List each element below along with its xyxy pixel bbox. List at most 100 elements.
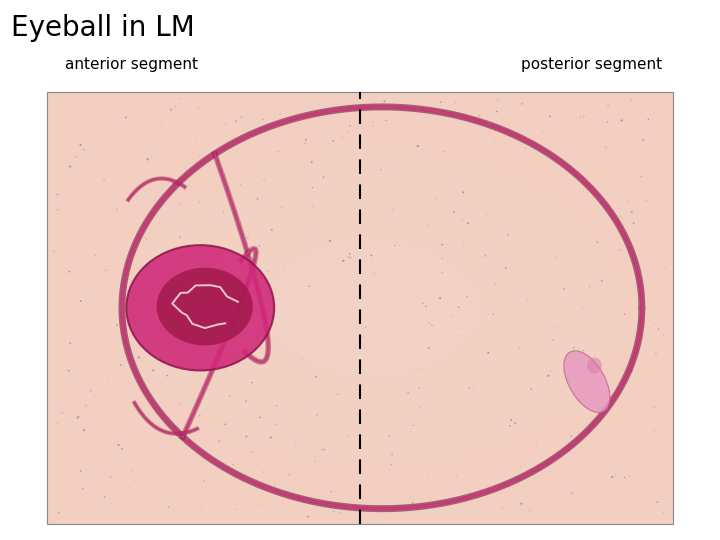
Point [306,158,318,166]
Point [104,215,116,224]
Point [103,377,114,386]
Point [48,247,60,255]
Point [148,366,159,375]
Point [509,419,521,428]
Point [386,327,397,336]
Point [314,100,325,109]
Point [482,348,494,357]
Ellipse shape [587,357,602,374]
Point [122,275,134,284]
Point [124,349,135,358]
Point [632,168,644,177]
Point [567,321,578,330]
Point [361,409,372,418]
Point [163,503,174,511]
Point [367,117,379,126]
Point [480,318,491,327]
Point [360,323,372,332]
Point [596,276,608,285]
Ellipse shape [564,351,610,413]
Point [75,467,86,475]
Point [300,139,311,148]
Point [392,159,404,167]
Point [140,235,152,244]
Point [171,360,182,369]
Point [445,310,456,319]
Point [194,296,206,305]
Point [451,471,462,480]
Point [533,264,544,272]
Point [369,269,380,278]
Point [292,190,304,198]
Point [223,349,235,357]
Point [614,246,626,254]
Point [649,335,660,343]
Point [235,170,246,179]
Point [145,152,157,161]
Point [128,145,140,153]
Point [240,432,252,441]
Point [258,501,270,509]
Point [278,193,289,201]
Point [212,162,223,171]
Point [228,381,240,390]
Point [271,401,282,410]
Point [505,416,517,424]
Point [230,117,241,125]
Point [58,298,70,306]
Point [605,106,616,115]
Point [194,411,206,420]
Point [174,400,186,408]
Point [444,295,455,303]
Point [334,509,346,517]
Point [271,147,283,156]
Point [489,138,500,146]
Point [303,443,315,452]
Point [590,380,602,389]
Point [497,504,508,512]
Point [246,448,258,456]
Point [309,233,320,241]
Point [653,446,665,455]
Point [186,222,198,231]
Point [252,194,264,203]
Point [658,508,670,516]
Point [453,303,464,312]
Point [278,262,289,271]
Point [524,492,536,501]
Point [482,323,493,332]
Point [366,251,377,260]
Point [626,367,638,375]
Point [380,339,392,347]
Point [297,230,309,238]
Point [175,198,186,206]
Point [167,179,179,187]
Point [174,94,185,103]
Point [174,233,186,241]
Point [632,211,644,220]
Point [438,147,449,156]
Point [262,409,274,417]
Point [660,264,671,272]
Point [52,419,63,428]
Bar [47,92,673,524]
Point [400,487,411,496]
Point [453,323,464,332]
Point [58,351,70,360]
Point [324,427,336,436]
Point [436,240,448,249]
Point [591,135,603,144]
Point [648,426,660,435]
Point [252,230,264,239]
Point [331,288,343,296]
Point [628,219,639,227]
Point [115,361,127,369]
Point [366,122,378,130]
Point [396,353,408,361]
Point [254,413,266,422]
Point [618,473,630,482]
Point [343,253,354,261]
Point [617,309,629,318]
Point [374,313,385,321]
Point [336,134,348,143]
